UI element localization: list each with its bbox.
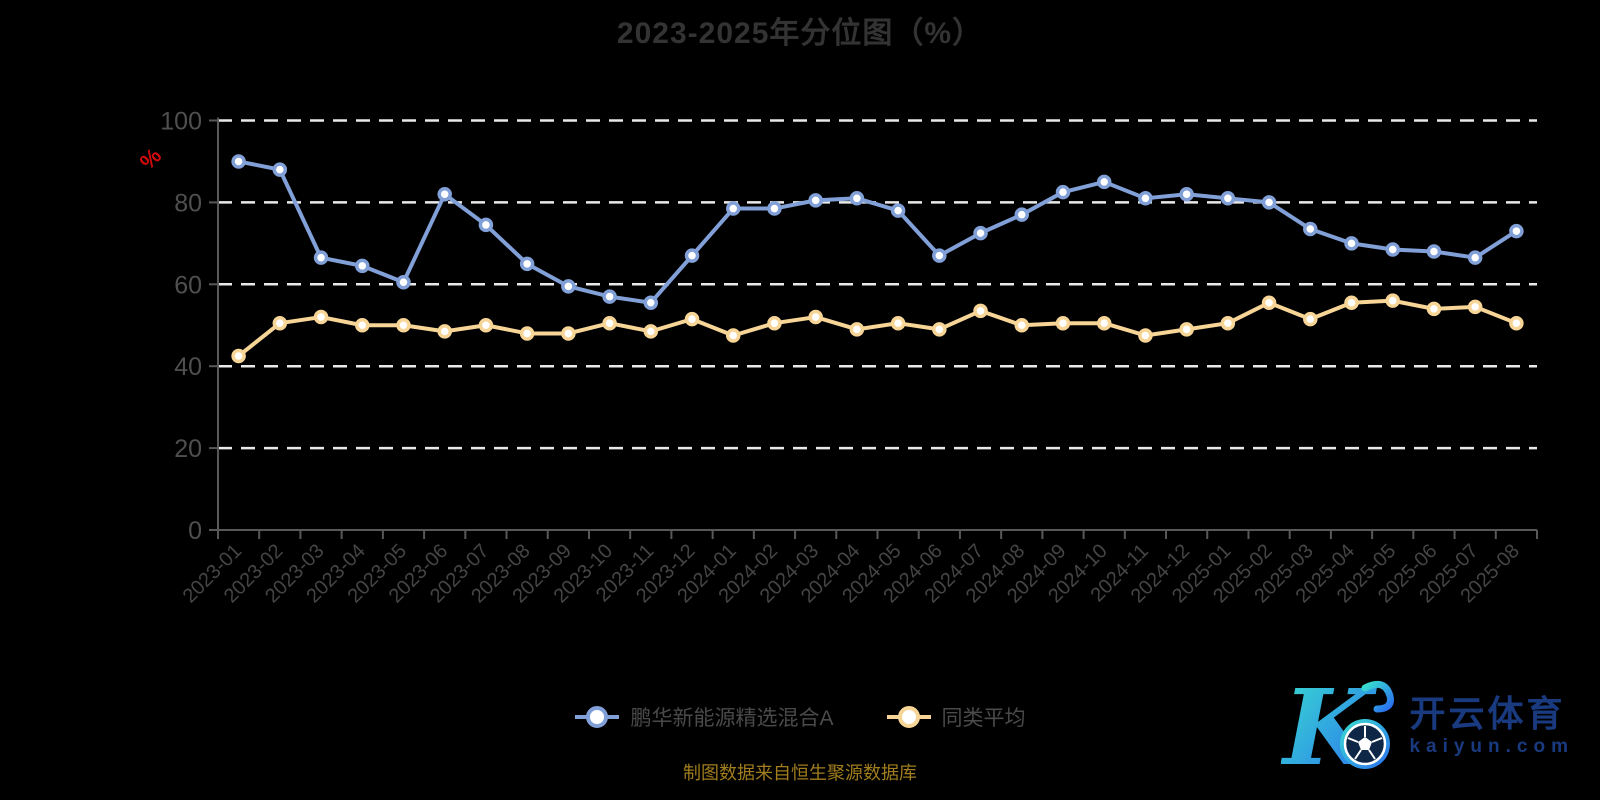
data-point — [1303, 311, 1318, 327]
data-point — [849, 322, 865, 337]
data-point — [1179, 322, 1194, 337]
data-point — [272, 315, 288, 331]
data-point — [1509, 223, 1524, 239]
data-point — [684, 311, 700, 327]
data-point — [973, 303, 988, 319]
data-point — [725, 201, 741, 216]
data-point — [643, 295, 659, 310]
data-source-note: 制图数据来自恒生聚源数据库 — [683, 763, 917, 783]
svg-text:20: 20 — [174, 435, 202, 463]
legend-label-average: 同类平均 — [941, 707, 1026, 730]
data-point — [272, 162, 288, 177]
data-point — [725, 328, 741, 343]
kaiyun-logo-icon: K — [1281, 672, 1395, 780]
data-point — [1426, 244, 1442, 259]
y-axis: 0 20 40 60 80 100 — [160, 108, 219, 545]
data-point — [355, 318, 370, 333]
data-point — [1467, 299, 1483, 315]
data-point — [1179, 186, 1194, 202]
data-point — [643, 324, 659, 339]
data-point — [1385, 242, 1400, 257]
data-point — [973, 225, 988, 241]
data-point — [355, 258, 370, 274]
data-point — [561, 326, 576, 341]
data-point — [1467, 250, 1483, 265]
data-point — [1138, 328, 1153, 343]
kaiyun-logo: K 开云体育 kaiyun.com — [1281, 672, 1574, 780]
data-point — [231, 348, 246, 364]
data-point — [684, 248, 700, 263]
data-point — [1385, 293, 1400, 308]
legend-label-fund: 鹏华新能源精选混合A — [630, 707, 834, 730]
data-point — [1344, 295, 1359, 310]
data-point — [437, 186, 452, 202]
data-point — [437, 324, 452, 339]
average-series-marker-icon — [886, 706, 931, 728]
data-point — [519, 326, 535, 341]
data-point — [1014, 318, 1030, 333]
data-point — [1055, 184, 1071, 200]
data-point — [849, 191, 865, 206]
data-point — [602, 315, 617, 331]
data-point — [808, 193, 823, 208]
fund-series-marker-icon — [575, 706, 620, 728]
data-point — [396, 318, 411, 333]
svg-text:100: 100 — [160, 108, 202, 136]
data-point — [767, 315, 782, 331]
data-point — [1014, 207, 1030, 222]
data-point — [519, 256, 535, 272]
data-point — [890, 203, 906, 218]
data-point — [932, 248, 947, 263]
svg-text:60: 60 — [174, 271, 202, 299]
data-point — [313, 309, 329, 325]
data-point — [1055, 315, 1071, 331]
data-point — [1096, 315, 1112, 331]
svg-text:40: 40 — [174, 353, 202, 381]
data-point — [396, 275, 411, 290]
data-point — [1426, 301, 1442, 317]
data-point — [1261, 195, 1277, 210]
data-point — [1096, 174, 1112, 190]
series-0 — [231, 154, 1524, 310]
data-point — [478, 217, 494, 233]
data-point — [1220, 191, 1236, 206]
logo-brand-text: 开云体育 — [1409, 692, 1566, 734]
svg-text:80: 80 — [174, 189, 202, 217]
legend-item-average[interactable]: 同类平均 — [886, 702, 1026, 732]
data-point — [1261, 295, 1277, 310]
data-point — [313, 250, 329, 265]
data-point — [808, 309, 823, 325]
data-point — [1509, 315, 1524, 331]
chart-title: 2023-2025年分位图（%） — [616, 17, 984, 50]
percentile-line-chart: 0 20 40 60 80 100 2023-012023-022023-032023-04… — [160, 108, 1538, 607]
gridlines — [218, 119, 1537, 450]
data-point — [932, 322, 947, 337]
data-point — [1303, 221, 1318, 237]
series-1 — [231, 293, 1524, 364]
data-point — [1220, 315, 1236, 331]
x-axis: 2023-012023-022023-032023-042023-052023-… — [179, 529, 1538, 607]
data-point — [602, 289, 617, 304]
data-point — [1344, 236, 1359, 251]
data-point — [478, 318, 494, 333]
svg-text:0: 0 — [188, 517, 202, 545]
data-point — [231, 154, 246, 169]
data-point — [561, 279, 576, 294]
legend: 鹏华新能源精选混合A 同类平均 — [0, 702, 1600, 732]
data-point — [1138, 191, 1153, 206]
data-point — [890, 315, 906, 331]
data-point — [767, 201, 782, 216]
logo-domain-text: kaiyun.com — [1409, 736, 1574, 758]
legend-item-fund[interactable]: 鹏华新能源精选混合A — [574, 702, 834, 732]
